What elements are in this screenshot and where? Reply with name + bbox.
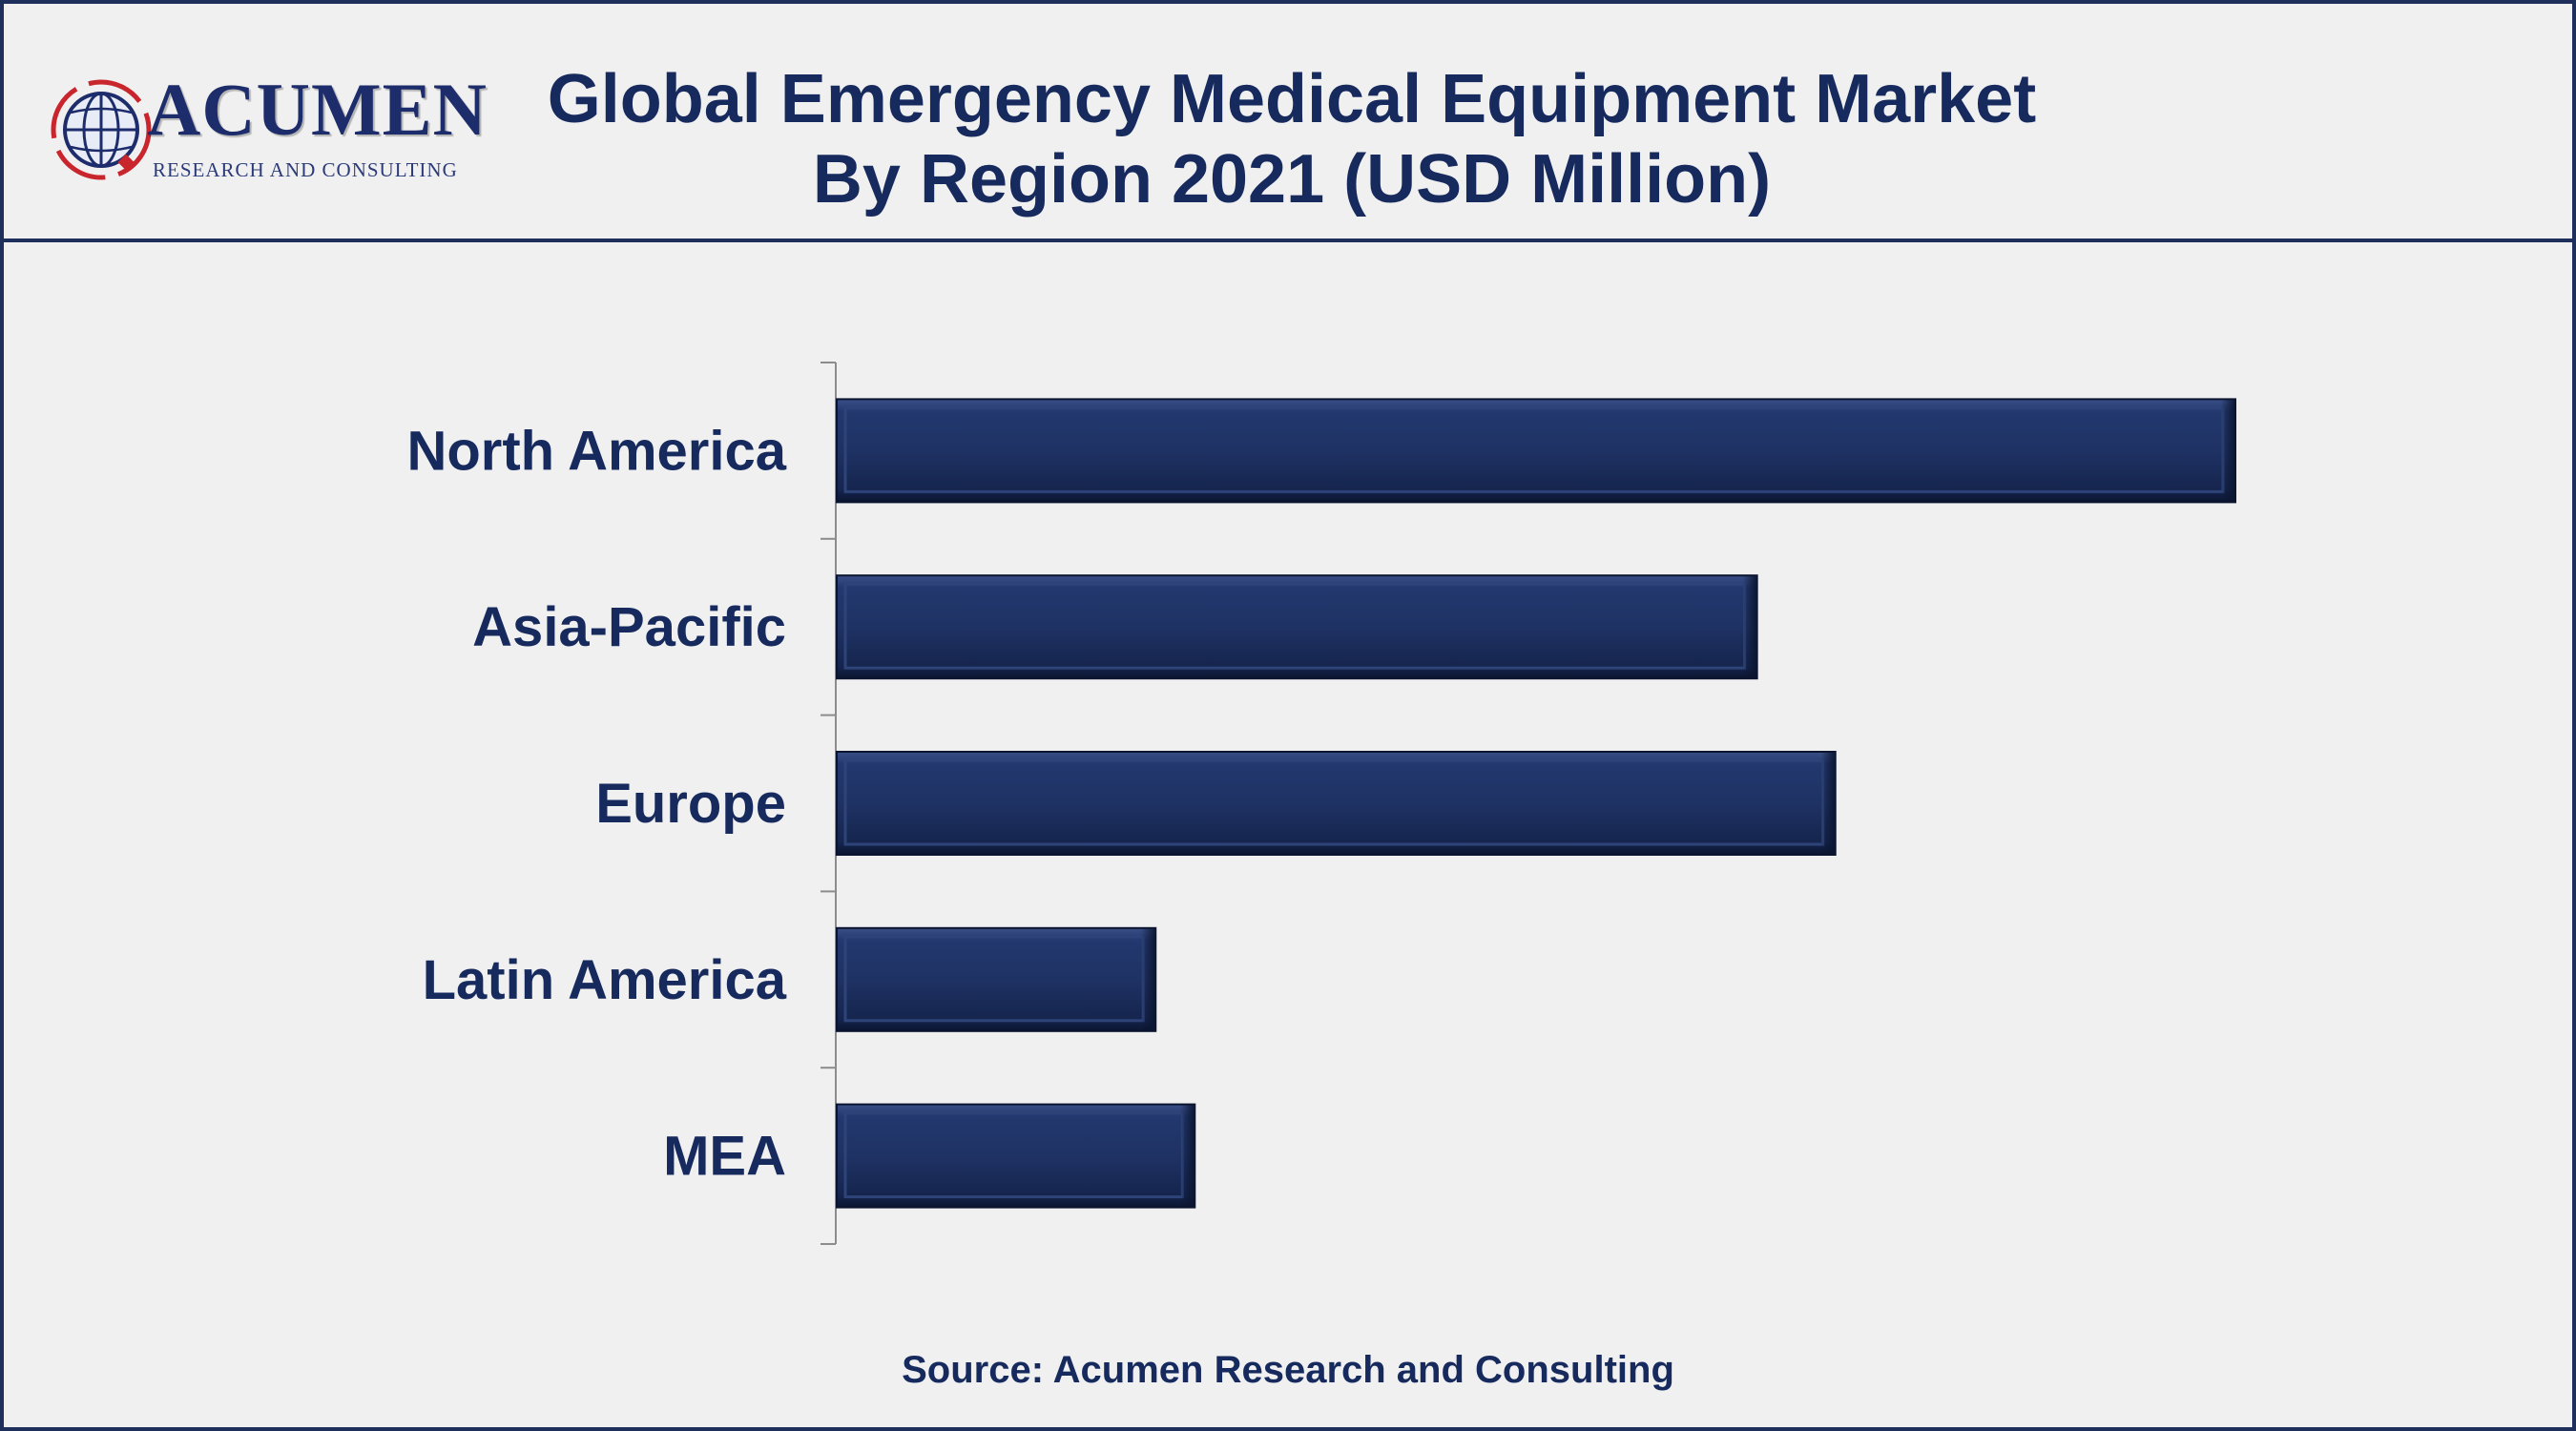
bars [836,398,2236,1209]
bar-chart: North America Asia-Pacific Europe Latin Ame… [406,362,2236,1245]
bar [836,574,1758,680]
chart-title-line-2: By Region 2021 (USD Million) [812,141,1772,218]
bar [836,751,1837,856]
source-note: Source: Acumen Research and Consulting [902,1349,1674,1391]
header: ACUMEN RESEARCH AND CONSULTING Global Em… [4,4,2572,242]
category-label: Latin America [423,949,787,1011]
brand-tagline: RESEARCH AND CONSULTING [153,158,458,181]
globe-logo-icon [51,79,152,180]
brand-logo: ACUMEN RESEARCH AND CONSULTING [48,73,487,187]
category-label: Asia-Pacific [472,596,786,658]
chart-title: Global Emergency Medical Equipment Marke… [481,59,2103,219]
category-label: North America [406,420,786,482]
category-axis [821,362,837,1245]
category-labels: North America Asia-Pacific Europe Latin Ame… [406,420,786,1187]
category-label: Europe [595,773,786,835]
bar [836,398,2236,504]
bar [836,1103,1196,1209]
brand-name: ACUMEN [147,68,488,151]
bar [836,926,1157,1032]
category-label: MEA [663,1126,786,1188]
chart-title-line-1: Global Emergency Medical Equipment Marke… [547,61,2037,137]
